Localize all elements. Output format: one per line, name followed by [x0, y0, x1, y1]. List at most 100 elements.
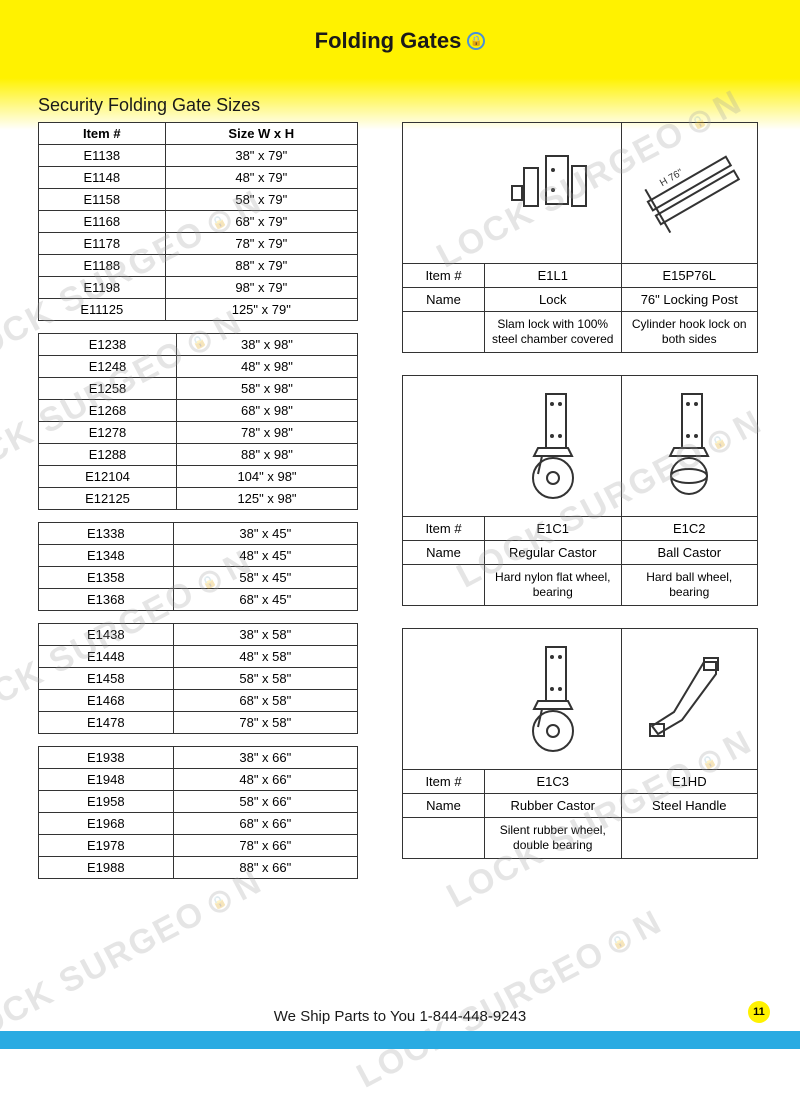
size-table: Item #Size W x HE113838" x 79"E114848" x… [38, 122, 358, 321]
cell-item: E1348 [39, 545, 174, 567]
col-header-size: Size W x H [165, 123, 357, 145]
cell-size: 68" x 66" [173, 813, 357, 835]
table-row: E198888" x 66" [39, 857, 358, 879]
label-item: Item # [403, 264, 485, 287]
product-desc-row: Slam lock with 100% steel chamber covere… [403, 311, 757, 352]
page-number-badge: 11 [748, 1001, 770, 1023]
table-row: E119898" x 79" [39, 277, 358, 299]
table-row: E196868" x 66" [39, 813, 358, 835]
table-row: E118888" x 79" [39, 255, 358, 277]
table-row: E143838" x 58" [39, 624, 358, 646]
cell-item: E1338 [39, 523, 174, 545]
image-spacer [403, 629, 485, 769]
cell-item: E1158 [39, 189, 166, 211]
cell-size: 38" x 45" [173, 523, 357, 545]
cell-size: 78" x 98" [176, 422, 357, 444]
table-row: E115858" x 79" [39, 189, 358, 211]
table-row: E147878" x 58" [39, 712, 358, 734]
cell-item: E1468 [39, 690, 174, 712]
cell-desc: Silent rubber wheel, double bearing [485, 818, 622, 858]
cell-item: E1C1 [485, 517, 622, 540]
page-title-text: Folding Gates [315, 28, 462, 54]
label-name: Name [403, 794, 485, 817]
cell-item: E1978 [39, 835, 174, 857]
product-images-row: H 76" [403, 123, 757, 263]
table-row: E11125125" x 79" [39, 299, 358, 321]
cell-item: E1138 [39, 145, 166, 167]
cell-item: E1358 [39, 567, 174, 589]
cell-size: 78" x 58" [173, 712, 357, 734]
cell-size: 98" x 79" [165, 277, 357, 299]
cell-item: E1968 [39, 813, 174, 835]
cell-size: 78" x 79" [165, 233, 357, 255]
cell-desc: Slam lock with 100% steel chamber covere… [485, 312, 622, 352]
table-row: E194848" x 66" [39, 769, 358, 791]
table-row: E117878" x 79" [39, 233, 358, 255]
cell-item: E1248 [39, 356, 177, 378]
cell-size: 38" x 66" [173, 747, 357, 769]
svg-text:H 76": H 76" [658, 167, 685, 189]
cell-size: 78" x 66" [173, 835, 357, 857]
cell-size: 48" x 45" [173, 545, 357, 567]
product-desc-row: Hard nylon flat wheel, bearingHard ball … [403, 564, 757, 605]
cell-item: E1178 [39, 233, 166, 255]
cell-item: E1C2 [622, 517, 758, 540]
cell-item: E1438 [39, 624, 174, 646]
cell-item: E1C3 [485, 770, 622, 793]
cell-item: E1258 [39, 378, 177, 400]
cell-item: E1268 [39, 400, 177, 422]
cell-size: 88" x 66" [173, 857, 357, 879]
product-item-row: Item #E1C3E1HD [403, 769, 757, 793]
cell-item: E1288 [39, 444, 177, 466]
footer-bar [0, 1031, 800, 1049]
table-row: E146868" x 58" [39, 690, 358, 712]
cell-item: E1188 [39, 255, 166, 277]
table-row: E123838" x 98" [39, 334, 358, 356]
cell-size: 48" x 79" [165, 167, 357, 189]
section-title: Security Folding Gate Sizes [38, 95, 260, 116]
cell-desc: Hard nylon flat wheel, bearing [485, 565, 622, 605]
cell-size: 58" x 66" [173, 791, 357, 813]
size-table: E123838" x 98"E124848" x 98"E125858" x 9… [38, 333, 358, 510]
cell-size: 88" x 98" [176, 444, 357, 466]
label-item: Item # [403, 770, 485, 793]
cell-item: E1938 [39, 747, 174, 769]
cell-size: 58" x 79" [165, 189, 357, 211]
product-images-row [403, 376, 757, 516]
product-block: H 76" Item #E1L1E15P76LNameLock76" Lockin… [402, 122, 758, 353]
cell-item: E1988 [39, 857, 174, 879]
table-row: E133838" x 45" [39, 523, 358, 545]
table-row: E12104104" x 98" [39, 466, 358, 488]
cell-desc: Cylinder hook lock on both sides [622, 312, 758, 352]
cell-name: Regular Castor [485, 541, 622, 564]
product-image-castor-ball [622, 376, 758, 516]
col-header-item: Item # [39, 123, 166, 145]
cell-size: 48" x 66" [173, 769, 357, 791]
label-item: Item # [403, 517, 485, 540]
cell-size: 125" x 79" [165, 299, 357, 321]
cell-name: Ball Castor [622, 541, 758, 564]
table-row: E195858" x 66" [39, 791, 358, 813]
cell-item: E1478 [39, 712, 174, 734]
cell-name: Steel Handle [622, 794, 758, 817]
cell-item: E1368 [39, 589, 174, 611]
product-image-castor-rubber [485, 629, 622, 769]
cell-item: E1198 [39, 277, 166, 299]
product-name-row: NameLock76" Locking Post [403, 287, 757, 311]
cell-item: E12125 [39, 488, 177, 510]
cell-size: 68" x 58" [173, 690, 357, 712]
cell-size: 104" x 98" [176, 466, 357, 488]
cell-size: 58" x 98" [176, 378, 357, 400]
cell-size: 68" x 45" [173, 589, 357, 611]
cell-item: E15P76L [622, 264, 758, 287]
cell-item: E1L1 [485, 264, 622, 287]
cell-item: E1448 [39, 646, 174, 668]
table-row: E12125125" x 98" [39, 488, 358, 510]
table-row: E145858" x 58" [39, 668, 358, 690]
cell-desc: Hard ball wheel, bearing [622, 565, 758, 605]
cell-size: 38" x 58" [173, 624, 357, 646]
table-row: E135858" x 45" [39, 567, 358, 589]
product-block: Item #E1C3E1HDNameRubber CastorSteel Han… [402, 628, 758, 859]
cell-name: 76" Locking Post [622, 288, 758, 311]
cell-item: E1238 [39, 334, 177, 356]
